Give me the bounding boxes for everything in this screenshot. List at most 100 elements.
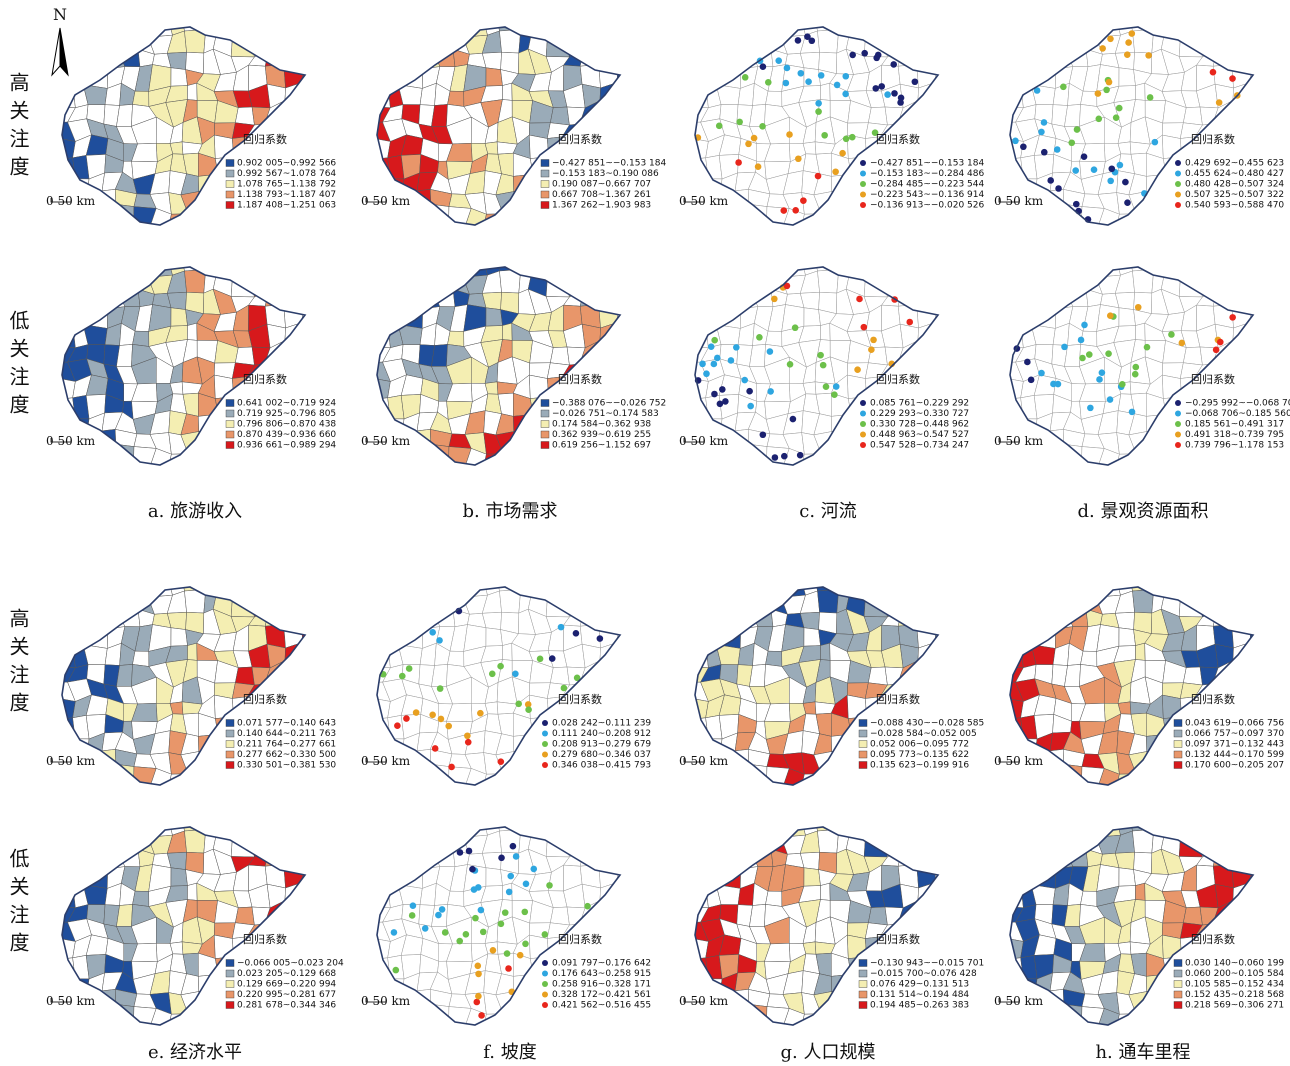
district (1227, 27, 1248, 37)
legend-label: 0.140 644~0.211 763 (237, 729, 336, 739)
district (1183, 1008, 1202, 1025)
district (531, 27, 549, 34)
district (835, 267, 854, 274)
district (62, 736, 76, 753)
sample-point (873, 54, 880, 62)
district (611, 267, 620, 272)
district (722, 48, 741, 74)
district (301, 625, 305, 644)
district (1146, 747, 1171, 769)
district (1015, 1006, 1035, 1025)
legend-label: 0.097 371~0.132 443 (1185, 740, 1284, 750)
district (734, 593, 750, 610)
sample-point (1209, 68, 1217, 76)
district (615, 453, 620, 465)
sample-point (783, 64, 791, 72)
district (62, 176, 76, 193)
legend-swatch (1175, 421, 1181, 427)
sample-point (1040, 148, 1048, 156)
legend-swatch (860, 191, 866, 198)
sample-point (860, 323, 868, 331)
district (614, 613, 620, 628)
region-outline (61, 586, 307, 786)
district (1081, 267, 1102, 278)
district (705, 587, 721, 593)
district (1010, 588, 1023, 617)
sample-point (710, 360, 718, 368)
region-outline (694, 826, 940, 1026)
district (883, 768, 902, 785)
region-outline (1009, 586, 1255, 786)
sample-point (1115, 104, 1123, 112)
district (1010, 447, 1023, 465)
district (543, 827, 571, 835)
sample-point (541, 931, 549, 938)
district (1247, 53, 1253, 68)
district (616, 625, 620, 644)
district (581, 643, 601, 669)
legend-label: −0.015 700~0.076 428 (870, 969, 977, 979)
district (62, 613, 74, 628)
district (377, 828, 390, 857)
district (377, 976, 391, 993)
district (1183, 906, 1203, 926)
district (1214, 323, 1234, 349)
sample-point (512, 853, 520, 860)
district (377, 416, 391, 433)
legend-label: 0.170 600~0.205 207 (1185, 761, 1284, 771)
district (900, 31, 921, 52)
district (910, 210, 936, 225)
district (1228, 900, 1250, 925)
district (593, 271, 616, 294)
district (132, 650, 150, 667)
district (377, 447, 390, 465)
legend-label: 0.129 669~0.220 994 (237, 980, 336, 990)
district (104, 47, 126, 70)
sample-point (741, 376, 749, 384)
district (1030, 68, 1056, 89)
scale-bar (50, 758, 72, 763)
district (86, 592, 106, 613)
sample-point (703, 370, 710, 378)
legend-title: 回归系数 (876, 692, 920, 706)
district (895, 450, 914, 465)
sample-point (1132, 363, 1140, 371)
district (1034, 832, 1054, 853)
sample-point (754, 163, 762, 171)
district (202, 767, 217, 785)
legend-swatch (858, 740, 868, 748)
sample-point (897, 94, 905, 102)
district (1049, 27, 1072, 36)
sample-point (525, 706, 532, 714)
district (212, 447, 238, 465)
district (266, 883, 286, 909)
district (1226, 831, 1249, 854)
district (502, 322, 513, 341)
scale-bar (998, 758, 1020, 763)
district (69, 52, 93, 74)
district (611, 830, 620, 855)
district (235, 906, 255, 926)
district (765, 90, 783, 107)
district (278, 591, 301, 614)
district (737, 47, 759, 70)
sample-point (1027, 376, 1035, 384)
district (387, 304, 406, 327)
district (900, 831, 921, 852)
district (377, 767, 390, 785)
district (614, 853, 620, 868)
legend-label: 0.507 325~0.507 322 (1185, 190, 1284, 200)
sample-point (1216, 338, 1224, 346)
district (934, 65, 938, 84)
district (616, 694, 620, 718)
district (1244, 267, 1253, 272)
district (1183, 208, 1202, 225)
district (382, 766, 402, 785)
district (1033, 267, 1052, 276)
district (734, 833, 750, 850)
district (1226, 31, 1249, 54)
sample-point (1094, 90, 1102, 97)
legend-label: 0.131 514~0.194 484 (870, 990, 969, 1000)
district (99, 763, 122, 785)
district (1135, 82, 1146, 101)
